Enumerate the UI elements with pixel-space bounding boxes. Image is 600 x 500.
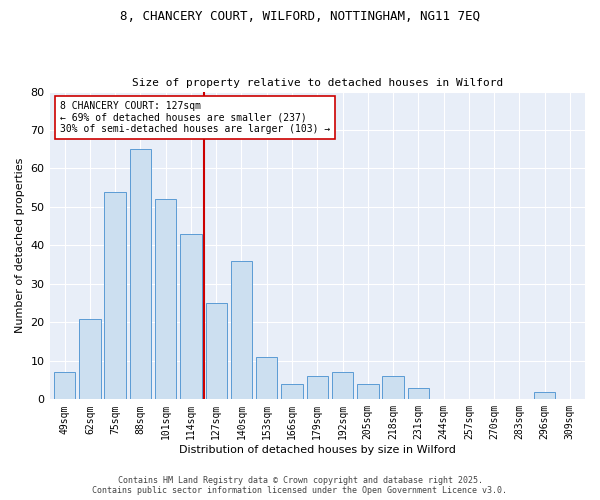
Bar [256, 357, 277, 400]
Bar [130, 150, 151, 400]
Bar [206, 303, 227, 400]
Bar [407, 388, 429, 400]
Bar [104, 192, 126, 400]
Bar [180, 234, 202, 400]
Bar [534, 392, 556, 400]
Bar [307, 376, 328, 400]
Y-axis label: Number of detached properties: Number of detached properties [15, 158, 25, 333]
Text: 8 CHANCERY COURT: 127sqm
← 69% of detached houses are smaller (237)
30% of semi-: 8 CHANCERY COURT: 127sqm ← 69% of detach… [60, 101, 331, 134]
Bar [382, 376, 404, 400]
Bar [357, 384, 379, 400]
Text: 8, CHANCERY COURT, WILFORD, NOTTINGHAM, NG11 7EQ: 8, CHANCERY COURT, WILFORD, NOTTINGHAM, … [120, 10, 480, 23]
Bar [79, 318, 101, 400]
Bar [54, 372, 76, 400]
Bar [155, 200, 176, 400]
X-axis label: Distribution of detached houses by size in Wilford: Distribution of detached houses by size … [179, 445, 456, 455]
Bar [231, 261, 252, 400]
Title: Size of property relative to detached houses in Wilford: Size of property relative to detached ho… [131, 78, 503, 88]
Bar [332, 372, 353, 400]
Text: Contains HM Land Registry data © Crown copyright and database right 2025.
Contai: Contains HM Land Registry data © Crown c… [92, 476, 508, 495]
Bar [281, 384, 303, 400]
